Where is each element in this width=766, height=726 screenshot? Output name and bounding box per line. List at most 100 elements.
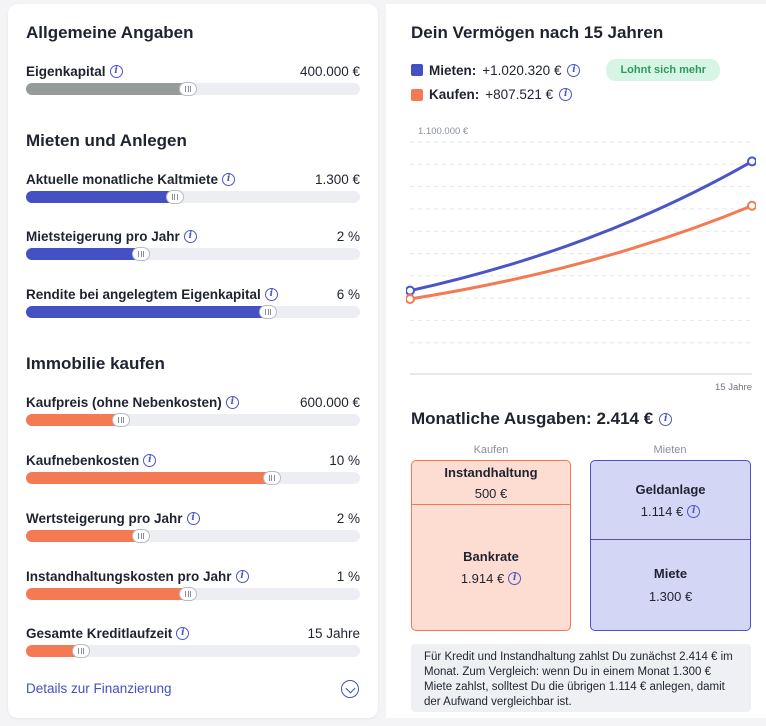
slider-handle[interactable] xyxy=(72,644,91,658)
slider-fill xyxy=(26,588,193,600)
field-value: 600.000 € xyxy=(299,395,360,410)
field-mietsteigerung: Mietsteigerung pro Jahr i 2 % xyxy=(26,229,360,269)
miete-value: 1.300 € xyxy=(648,589,693,604)
slider-handle[interactable] xyxy=(132,247,151,261)
field-label: Rendite bei angelegtem Eigenkapital xyxy=(26,287,261,302)
slider-track[interactable] xyxy=(26,644,360,658)
details-financing-link[interactable]: Details zur Finanzierung xyxy=(26,681,172,696)
slider-fill xyxy=(26,645,87,657)
bankrate-value: 1.914 € i xyxy=(412,571,570,586)
expenses-title-text: Monatliche Ausgaben: 2.414 € xyxy=(411,409,654,428)
field-label: Kaufnebenkosten xyxy=(26,453,140,468)
mieten-breakdown: Geldanlage 1.114 € i Miete 1.300 € xyxy=(590,460,751,631)
series-point-0-end xyxy=(747,156,756,167)
chart-title: Dein Vermögen nach 15 Jahren xyxy=(411,23,664,42)
field-value: 15 Jahre xyxy=(307,626,360,641)
instandhaltung-label: Instandhaltung xyxy=(444,465,538,480)
field-value: 1.300 € xyxy=(314,172,360,187)
slider-fill xyxy=(26,530,147,542)
legend-mieten: Mieten: +1.020.320 € i Lohnt sich mehr xyxy=(411,59,721,81)
field-value: 400.000 € xyxy=(299,64,360,79)
column-header-mieten: Mieten xyxy=(653,444,687,456)
kaufen-breakdown: Instandhaltung 500 € Bankrate 1.914 € i xyxy=(411,460,571,631)
field-kaufnebenkosten: Kaufnebenkosten i 10 % xyxy=(26,453,360,493)
expenses-title: Monatliche Ausgaben: 2.414 € i xyxy=(411,409,673,429)
geldanlage-label: Geldanlage xyxy=(635,482,706,497)
legend-value: +1.020.320 € xyxy=(482,62,562,78)
field-label: Instandhaltungskosten pro Jahr xyxy=(26,569,232,584)
bankrate-label: Bankrate xyxy=(463,549,519,564)
divider xyxy=(412,504,570,506)
slider-handle[interactable] xyxy=(132,529,151,543)
slider-fill xyxy=(26,83,193,95)
results-panel: Dein Vermögen nach 15 Jahren Mieten: +1.… xyxy=(386,4,766,718)
info-icon[interactable]: i xyxy=(222,173,236,186)
instandhaltung-value: 500 € xyxy=(474,486,508,501)
slider-track[interactable] xyxy=(26,305,360,319)
slider-track[interactable] xyxy=(26,82,360,96)
info-icon[interactable]: i xyxy=(559,88,573,101)
slider-handle[interactable] xyxy=(179,587,197,601)
legend-swatch-mieten xyxy=(411,64,423,76)
slider-track[interactable] xyxy=(26,471,360,485)
legend-kaufen: Kaufen: +807.521 € i xyxy=(411,87,573,102)
series-line-1 xyxy=(408,204,754,301)
section-title-rent: Mieten und Anlegen xyxy=(26,131,187,150)
slider-track[interactable] xyxy=(26,529,360,543)
slider-fill xyxy=(26,306,274,318)
input-panel: Allgemeine Angaben Eigenkapital i 400.000… xyxy=(8,4,378,718)
field-label: Kaufpreis (ohne Nebenkosten) xyxy=(26,395,222,410)
field-label: Mietsteigerung pro Jahr xyxy=(26,229,180,244)
field-instandhaltungskosten: Instandhaltungskosten pro Jahr i 1 % xyxy=(26,569,360,609)
field-value: 10 % xyxy=(329,453,360,468)
slider-track[interactable] xyxy=(26,247,360,261)
slider-handle[interactable] xyxy=(179,82,197,96)
y-tick-label: 1.100.000 € xyxy=(418,126,469,137)
section-title-general: Allgemeine Angaben xyxy=(26,23,194,42)
field-label: Wertsteigerung pro Jahr xyxy=(26,511,183,526)
info-icon[interactable]: i xyxy=(176,627,190,640)
legend-value: +807.521 € xyxy=(485,87,554,102)
series-point-0-start xyxy=(406,285,415,296)
section-title-buy: Immobilie kaufen xyxy=(26,354,165,373)
series-point-1-start xyxy=(406,294,415,304)
info-icon[interactable]: i xyxy=(143,454,157,467)
info-icon[interactable]: i xyxy=(264,288,278,301)
slider-handle[interactable] xyxy=(259,305,278,319)
legend-name: Mieten: xyxy=(429,62,477,78)
field-label: Gesamte Kreditlaufzeit xyxy=(26,626,173,641)
miete-label: Miete xyxy=(653,566,688,581)
geldanlage-value: 1.114 € i xyxy=(591,504,750,519)
slider-handle[interactable] xyxy=(165,190,184,204)
info-icon[interactable]: i xyxy=(508,572,522,585)
info-icon[interactable]: i xyxy=(659,412,673,426)
slider-fill xyxy=(26,472,277,484)
field-eigenkapital: Eigenkapital i 400.000 € xyxy=(26,64,360,104)
chevron-down-icon[interactable] xyxy=(341,680,359,698)
info-icon[interactable]: i xyxy=(186,512,200,525)
info-icon[interactable]: i xyxy=(183,230,197,243)
series-point-1-end xyxy=(747,200,756,211)
field-rendite: Rendite bei angelegtem Eigenkapital i 6 % xyxy=(26,287,360,327)
info-icon[interactable]: i xyxy=(235,570,249,583)
slider-track[interactable] xyxy=(26,190,360,204)
field-value: 6 % xyxy=(336,287,360,302)
field-kreditlaufzeit: Gesamte Kreditlaufzeit i 15 Jahre xyxy=(26,626,360,666)
divider xyxy=(591,539,750,541)
slider-fill xyxy=(26,248,147,260)
field-kaufpreis: Kaufpreis (ohne Nebenkosten) i 600.000 € xyxy=(26,395,360,435)
info-icon[interactable]: i xyxy=(687,505,701,518)
field-value: 2 % xyxy=(336,229,360,244)
slider-handle[interactable] xyxy=(112,413,131,427)
slider-track[interactable] xyxy=(26,413,360,427)
series-line-0 xyxy=(408,159,754,293)
slider-track[interactable] xyxy=(26,587,360,601)
field-value: 2 % xyxy=(336,511,360,526)
info-icon[interactable]: i xyxy=(109,65,123,78)
slider-handle[interactable] xyxy=(262,471,281,485)
info-icon[interactable]: i xyxy=(567,63,581,77)
chart-series xyxy=(406,156,756,304)
info-icon[interactable]: i xyxy=(225,396,239,409)
explanation-note: Für Kredit und Instandhaltung zahlst Du … xyxy=(411,644,751,712)
legend-swatch-kaufen xyxy=(411,88,423,101)
